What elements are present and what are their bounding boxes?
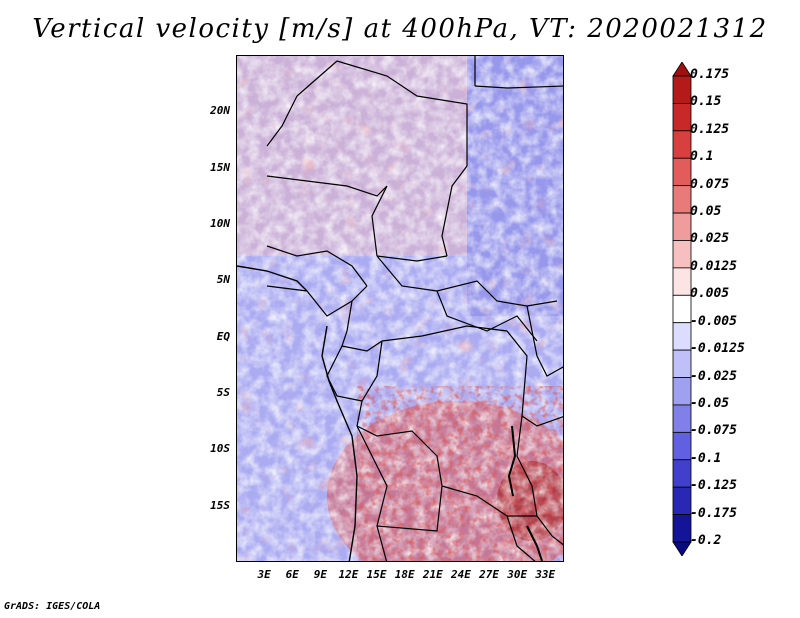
colorbar-label: 0.15 (690, 94, 722, 110)
lon-label: 6E (285, 568, 299, 581)
colorbar-label: -0.0125 (690, 341, 745, 357)
map-title: Vertical velocity [m/s] at 400hPa, VT: 2… (32, 14, 768, 44)
colorbar-label: 0.075 (690, 176, 730, 192)
colorbar-segment (672, 486, 692, 515)
country-borders (237, 56, 563, 561)
colorbar-segment (672, 294, 692, 324)
colorbar-segment (672, 185, 692, 214)
colorbar-label: 0.05 (690, 204, 722, 220)
colorbar-label: -0.1 (690, 450, 722, 466)
colorbar-segment (672, 267, 692, 296)
colorbar-label: 0.125 (690, 121, 730, 137)
lat-label: 15N (210, 160, 230, 174)
colorbar-segment (672, 130, 692, 159)
colorbar-segment (672, 404, 692, 433)
colorbar-segment (672, 103, 692, 132)
colorbar-top-arrow (672, 62, 692, 77)
colorbar (672, 62, 692, 556)
colorbar-segment (672, 459, 692, 488)
footer-credit: GrADS: IGES/COLA (4, 601, 101, 612)
lat-label: EQ (216, 329, 230, 343)
colorbar-segment (672, 322, 692, 351)
lon-label: 24E (450, 568, 471, 581)
lat-label: 5S (216, 386, 230, 399)
colorbar-label: 0.0125 (690, 258, 737, 274)
lon-label: 33E (535, 568, 556, 581)
colorbar-segment (672, 514, 692, 543)
lat-label: 15S (210, 498, 230, 512)
colorbar-label: -0.025 (690, 368, 737, 384)
lon-label: 18E (394, 568, 415, 581)
colorbar-label: 0.005 (690, 286, 730, 302)
lon-label: 12E (338, 568, 359, 581)
colorbar-segment (672, 240, 692, 269)
lon-label: 15E (366, 568, 387, 581)
colorbar-segment (672, 377, 692, 406)
lon-label: 21E (422, 568, 443, 581)
colorbar-segment (672, 349, 692, 378)
lon-label: 3E (257, 568, 271, 581)
colorbar-label: 0.175 (690, 67, 730, 82)
colorbar-segment (672, 212, 692, 241)
lon-label: 9E (313, 568, 327, 581)
velocity-field (237, 56, 563, 561)
colorbar-label: -0.2 (690, 533, 722, 548)
colorbar-bottom-arrow (672, 541, 692, 556)
colorbar-label: -0.175 (690, 505, 737, 521)
colorbar-segment (672, 157, 692, 187)
colorbar-label: -0.005 (690, 313, 737, 329)
colorbar-label: 0.025 (690, 231, 730, 247)
lat-label: 10N (210, 217, 230, 230)
lat-label: 20N (210, 104, 230, 118)
colorbar-segment (672, 75, 692, 104)
lat-label: 5N (216, 273, 230, 287)
lon-label: 27E (479, 568, 499, 581)
colorbar-label: -0.125 (690, 478, 737, 494)
lon-label: 30E (507, 568, 528, 581)
colorbar-label: -0.05 (690, 395, 730, 411)
map-panel (236, 55, 564, 562)
colorbar-segment (672, 431, 692, 461)
colorbar-label: 0.1 (690, 149, 714, 165)
lat-label: 10S (210, 442, 230, 456)
colorbar-label: -0.075 (690, 423, 737, 439)
